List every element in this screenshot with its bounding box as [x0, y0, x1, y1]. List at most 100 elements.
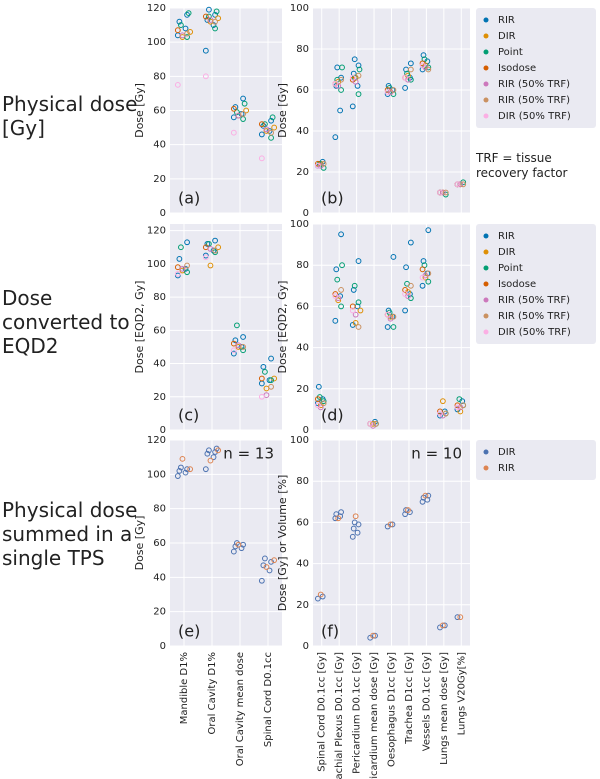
data-point [335, 515, 342, 522]
data-point [176, 255, 183, 262]
data-point [263, 126, 270, 133]
data-point [262, 368, 268, 375]
data-point [212, 449, 218, 455]
data-point [457, 181, 464, 188]
data-point [419, 274, 426, 281]
panel-label: (c) [178, 406, 199, 425]
data-point [355, 62, 362, 69]
data-point [402, 291, 409, 297]
legend-label: RIR (50% TRF) [498, 95, 570, 106]
data-point [422, 274, 429, 281]
y-tick-label: 100 [147, 469, 166, 480]
data-point [202, 73, 209, 80]
legend-marker [483, 113, 489, 119]
row-label: Physical dose [Gy] [2, 92, 138, 140]
data-point [184, 262, 190, 269]
data-point [271, 375, 278, 382]
y-tick-label: 40 [296, 343, 309, 354]
data-point [178, 464, 184, 471]
data-point [314, 396, 321, 403]
data-point [454, 614, 461, 621]
data-point [258, 131, 265, 138]
legend-label: DIR [498, 447, 516, 458]
legend-label: Isodose [498, 279, 536, 290]
data-point [425, 492, 432, 499]
data-point [243, 107, 250, 114]
data-point [234, 109, 240, 116]
legend-marker [483, 81, 489, 87]
data-point [407, 76, 414, 83]
data-point [384, 311, 391, 318]
data-point [390, 87, 397, 93]
data-point [174, 473, 181, 479]
y-tick-label: 100 [147, 37, 166, 48]
y-tick-label: 80 [153, 292, 166, 303]
y-tick-label: 0 [160, 208, 166, 219]
legend-marker [483, 17, 489, 23]
data-point [258, 155, 265, 162]
data-point [212, 249, 218, 256]
y-tick-label: 120 [147, 226, 166, 237]
x-tick-label: Oral Cavity mean dose [235, 652, 246, 766]
legend-box [476, 440, 596, 480]
data-point [232, 337, 239, 344]
data-point [187, 466, 194, 473]
data-point [320, 400, 327, 407]
data-point [425, 278, 432, 285]
data-point [460, 402, 467, 409]
data-point [352, 311, 359, 318]
data-point [234, 322, 240, 329]
data-point [373, 420, 379, 427]
data-point [266, 567, 273, 574]
data-point [184, 269, 190, 276]
y-tick-label: 40 [296, 559, 309, 570]
data-point [240, 344, 246, 350]
data-point [268, 558, 274, 565]
y-tick-label: 80 [296, 476, 309, 487]
data-point [352, 78, 359, 85]
y-tick-label: 20 [153, 392, 166, 403]
data-point [355, 299, 362, 306]
data-point [351, 282, 358, 289]
data-point [174, 270, 181, 277]
legend-label: RIR (50% TRF) [498, 79, 570, 90]
legend-marker [483, 265, 489, 271]
data-point [349, 103, 356, 110]
legend-marker [483, 233, 489, 239]
annotation: n = 10 [411, 445, 462, 463]
data-point [240, 334, 246, 340]
legend-label: Point [498, 263, 523, 274]
data-point [184, 466, 190, 473]
data-point [212, 25, 218, 32]
note-line: recovery factor [476, 166, 568, 180]
data-point [187, 29, 194, 35]
data-point [407, 66, 414, 73]
data-point [338, 509, 344, 515]
data-point [419, 282, 426, 289]
data-point [349, 533, 356, 540]
y-tick-label: 120 [147, 3, 166, 14]
legend-marker [483, 313, 489, 319]
data-point [258, 121, 265, 128]
panel-label: (a) [178, 189, 200, 208]
y-tick-label: 60 [153, 106, 166, 117]
x-tick-label: Trachea D1cc [Gy] [404, 652, 415, 745]
data-point [403, 507, 409, 513]
data-point [206, 447, 212, 454]
data-point [263, 564, 270, 570]
x-tick-label: Brachial Plexus D0.1cc [Gy] [334, 652, 345, 779]
data-point [268, 383, 274, 390]
data-point [268, 377, 274, 384]
y-tick-label: 20 [153, 174, 166, 185]
data-point [215, 244, 222, 251]
row-label: Dose converted to EQD2 [2, 286, 130, 358]
data-point [333, 266, 340, 273]
data-point [441, 622, 448, 629]
data-point [215, 447, 222, 454]
y-axis-label: Dose [Gy] [276, 83, 289, 138]
data-point [202, 13, 209, 20]
data-point [202, 252, 209, 259]
data-point [260, 363, 267, 370]
data-point [387, 521, 394, 528]
